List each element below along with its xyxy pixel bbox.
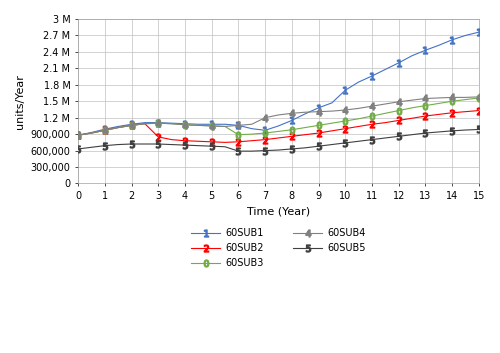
X-axis label: Time (Year): Time (Year) bbox=[247, 207, 310, 217]
Y-axis label: units/Year: units/Year bbox=[15, 74, 25, 129]
Legend: 60SUB1, 60SUB2, 60SUB3, 60SUB4, 60SUB5: 60SUB1, 60SUB2, 60SUB3, 60SUB4, 60SUB5 bbox=[188, 225, 370, 272]
